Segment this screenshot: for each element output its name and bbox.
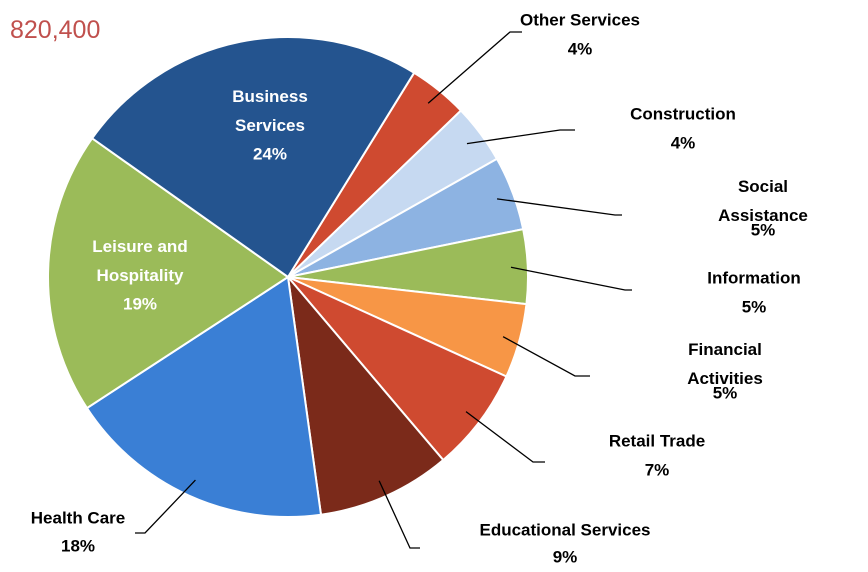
slice-value-label: 4%	[567, 39, 593, 59]
slice-label: Educational Services	[479, 520, 651, 540]
slice-value-label: 24%	[252, 144, 288, 164]
slice-label: Business Services	[232, 87, 308, 135]
slice-label: Leisure and Hospitality	[92, 237, 188, 285]
slice-value-label: 18%	[60, 536, 96, 556]
slice-value-label: 5%	[712, 383, 738, 403]
leader-line	[466, 129, 575, 145]
slice-value-label: 9%	[552, 547, 578, 567]
pie-slice	[90, 36, 416, 279]
slice-label: Construction	[630, 104, 736, 124]
slice-value-label: 4%	[670, 133, 696, 153]
leader-line	[502, 336, 590, 377]
slice-label: Financial Activities	[687, 340, 763, 388]
slice-label: Health Care	[30, 508, 126, 528]
leader-line	[378, 480, 420, 549]
slice-value-label: 5%	[750, 220, 776, 240]
slice-label: Information	[707, 268, 801, 288]
slice-value-label: 7%	[644, 460, 670, 480]
slice-value-label: 5%	[741, 297, 767, 317]
leader-line	[510, 266, 632, 291]
leader-line	[465, 411, 545, 463]
slice-label: Retail Trade	[608, 431, 706, 451]
leader-line	[496, 198, 622, 216]
slice-label: Social Assistance	[718, 177, 808, 225]
pie-slice	[85, 275, 323, 518]
pie-slice	[47, 136, 290, 410]
leader-line	[135, 479, 196, 534]
leader-line	[427, 31, 522, 104]
slice-value-label: 19%	[122, 294, 158, 314]
slice-label: Other Services	[519, 10, 641, 30]
chart-subtitle: 820,400	[10, 16, 101, 44]
